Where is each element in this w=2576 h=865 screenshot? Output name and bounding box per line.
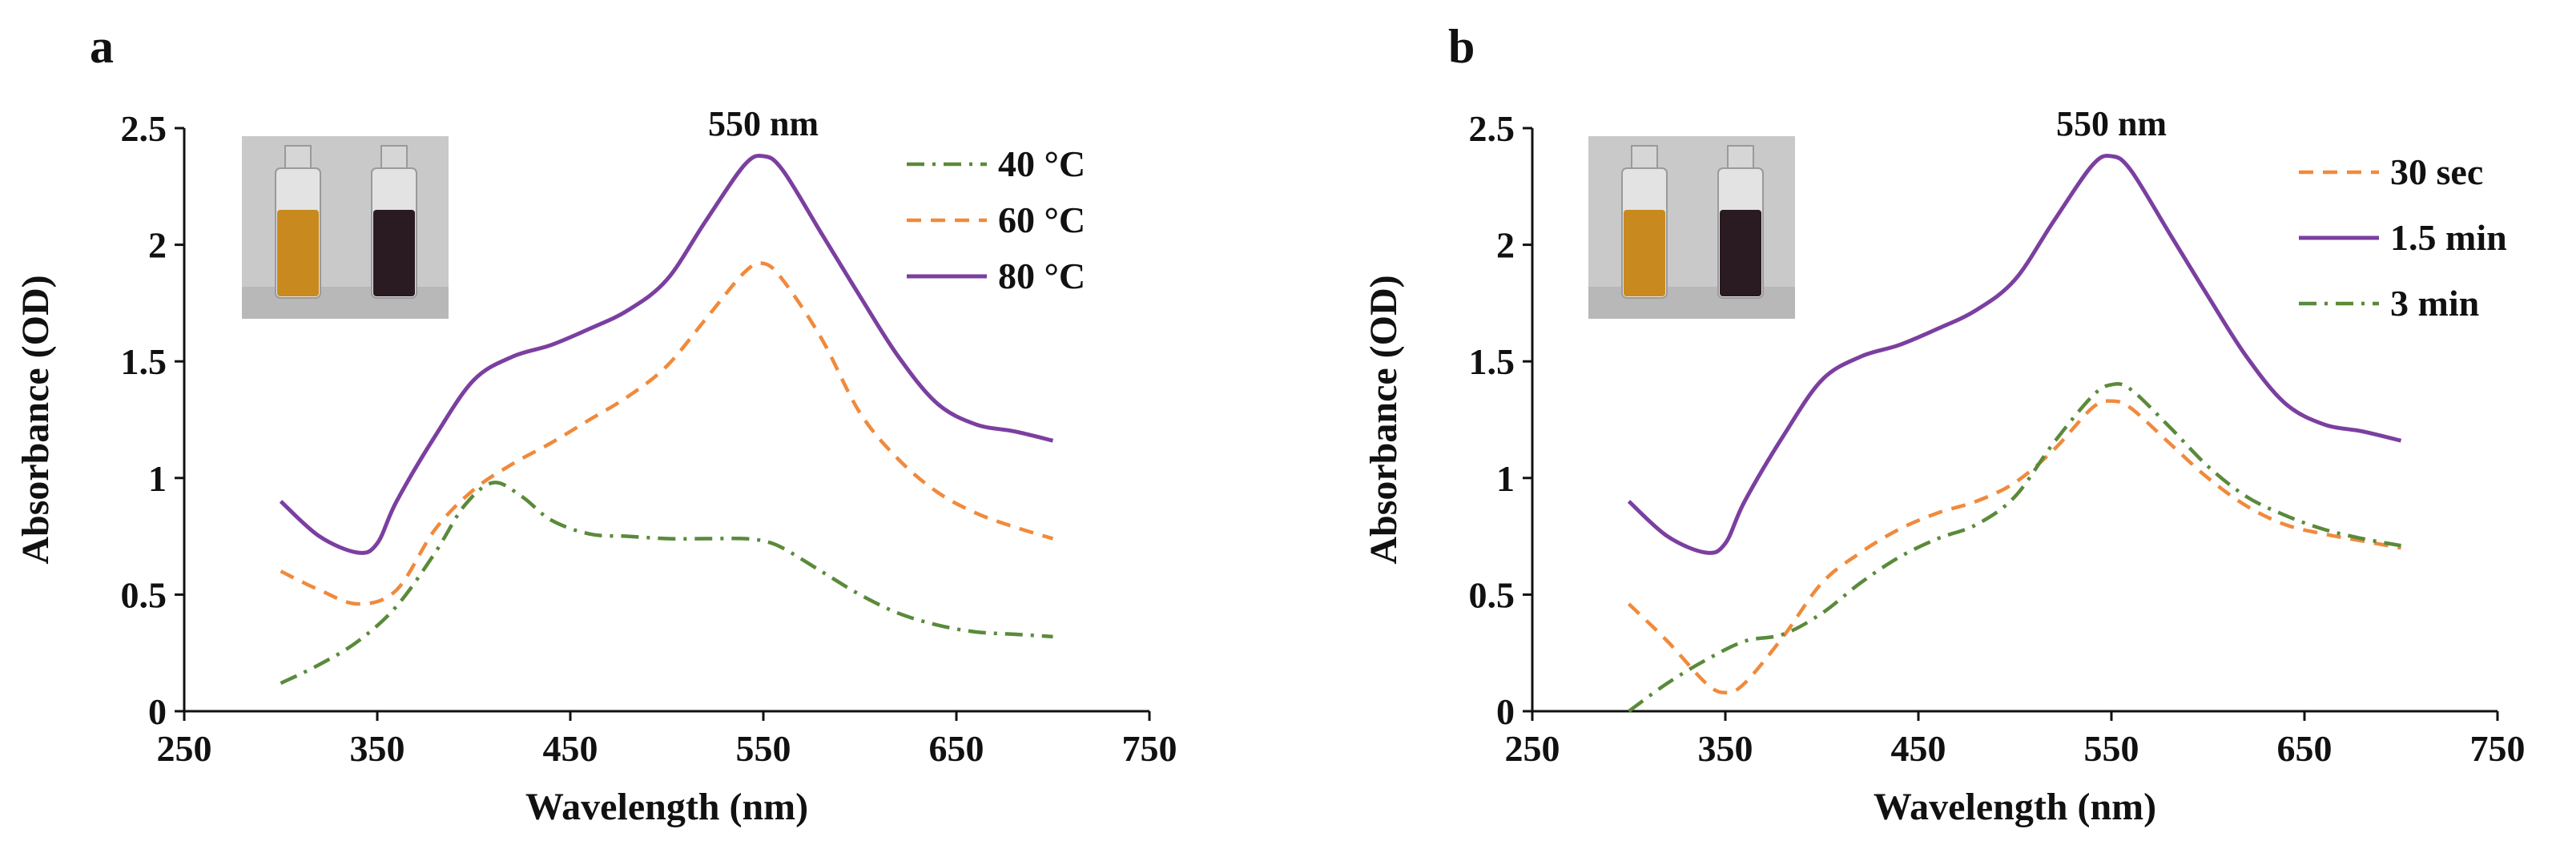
legend-label: 80 °C <box>998 255 1085 296</box>
vials-photo <box>242 136 449 319</box>
legend-label: 3 min <box>2390 283 2479 324</box>
legend-label: 40 °C <box>998 143 1085 184</box>
series-line-40-c <box>280 481 1053 686</box>
y-tick-label: 0 <box>148 691 167 732</box>
x-tick-label: 250 <box>157 728 212 769</box>
y-tick-label: 2.5 <box>121 108 167 149</box>
x-tick-label: 350 <box>1698 728 1753 769</box>
x-axis-title: Wavelength (nm) <box>1874 786 2156 828</box>
y-tick-label: 1.5 <box>121 341 167 382</box>
panel-label: a <box>90 20 114 73</box>
x-tick-label: 550 <box>736 728 791 769</box>
x-tick-label: 550 <box>2084 728 2139 769</box>
panel-b: b 0 0.5 1 1.5 2 2.5 250 350 450 550 650 750 Wavelengt… <box>1362 20 2526 828</box>
y-tick-label: 2.5 <box>1469 108 1515 149</box>
panel-label: b <box>1448 20 1475 73</box>
gold-solution-vial <box>275 145 321 299</box>
series-line-3-min <box>1628 381 2401 713</box>
x-tick-label: 750 <box>1122 728 1177 769</box>
y-tick-label: 0 <box>1496 691 1515 732</box>
y-tick-label: 1 <box>1496 458 1515 499</box>
x-tick-label: 750 <box>2470 728 2526 769</box>
panel-a: a 0 0.5 1 1.5 2 2.5 250 350 450 550 650 750 Wavelengt… <box>14 20 1177 828</box>
series-line-1-5-min <box>1627 153 2402 555</box>
vials-photo <box>1588 136 1795 319</box>
x-tick-label: 250 <box>1505 728 1560 769</box>
peak-annotation: 550 nm <box>2056 104 2167 143</box>
peak-annotation: 550 nm <box>708 104 819 143</box>
y-axis-title: Absorbance (OD) <box>1362 275 1405 564</box>
legend-label: 1.5 min <box>2390 217 2507 258</box>
y-tick-label: 2 <box>1496 225 1515 266</box>
x-axis-title: Wavelength (nm) <box>525 786 808 828</box>
x-tick-label: 650 <box>2277 728 2332 769</box>
y-tick-label: 1 <box>148 458 167 499</box>
legend-label: 30 sec <box>2390 151 2483 192</box>
y-tick-label: 0.5 <box>121 574 167 615</box>
x-tick-label: 450 <box>1891 728 1946 769</box>
dark-solution-vial <box>1717 145 1764 299</box>
y-tick-label: 1.5 <box>1469 341 1515 382</box>
y-tick-label: 2 <box>148 225 167 266</box>
x-tick-label: 450 <box>543 728 598 769</box>
dark-solution-vial <box>371 145 417 299</box>
x-tick-label: 650 <box>929 728 984 769</box>
gold-solution-vial <box>1621 145 1668 299</box>
y-axis-title: Absorbance (OD) <box>14 275 57 564</box>
x-tick-label: 350 <box>350 728 405 769</box>
legend-label: 60 °C <box>998 199 1085 240</box>
y-tick-label: 0.5 <box>1469 574 1515 615</box>
series-line-80-c <box>279 153 1054 555</box>
